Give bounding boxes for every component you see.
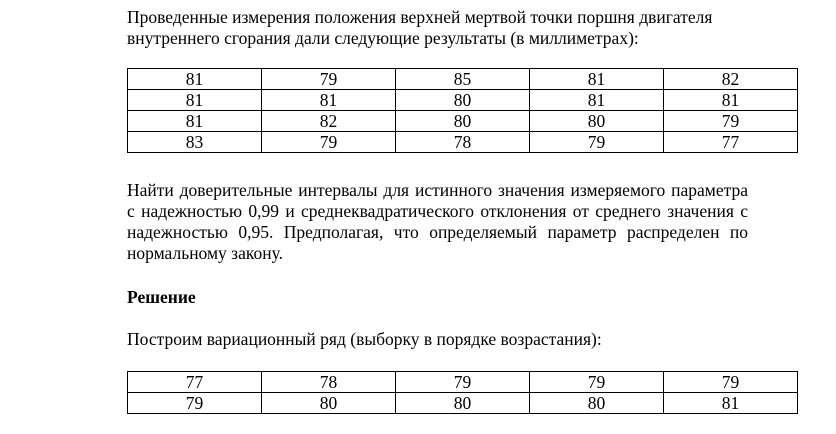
table-cell: 80 [529, 110, 664, 132]
table-cell: 80 [395, 89, 530, 111]
table-cell: 80 [395, 110, 530, 132]
table-cell: 81 [529, 68, 664, 90]
table-cell: 80 [529, 392, 664, 414]
table-cell: 83 [127, 131, 262, 153]
problem-task: Найти доверительные интервалы для истинн… [127, 180, 748, 263]
table-cell: 79 [127, 392, 262, 414]
table-cell: 79 [663, 371, 798, 393]
table-cell: 79 [529, 131, 664, 153]
solution-heading: Решение [127, 287, 196, 307]
measurements-row: 81 82 80 80 79 [127, 110, 798, 132]
table-cell: 85 [395, 68, 530, 90]
table-cell: 81 [127, 89, 262, 111]
table-cell: 82 [261, 110, 396, 132]
table-cell: 79 [395, 371, 530, 393]
solution-step-text: Построим вариационный ряд (выборку в пор… [127, 329, 602, 349]
variation-series-row: 79 80 80 80 81 [127, 392, 798, 414]
table-cell: 81 [127, 68, 262, 90]
table-cell: 82 [663, 68, 798, 90]
table-cell: 80 [395, 392, 530, 414]
table-cell: 79 [663, 110, 798, 132]
problem-intro: Проведенные измерения положения верхней … [127, 7, 713, 48]
table-cell: 81 [529, 89, 664, 111]
table-cell: 77 [127, 371, 262, 393]
variation-series-table-body: 77 78 79 79 79 79 80 80 80 81 [127, 371, 798, 414]
measurements-row: 83 79 78 79 77 [127, 131, 798, 153]
table-cell: 78 [395, 131, 530, 153]
table-cell: 78 [261, 371, 396, 393]
measurements-row: 81 81 80 81 81 [127, 89, 798, 111]
variation-series-row: 77 78 79 79 79 [127, 371, 798, 393]
table-cell: 79 [529, 371, 664, 393]
table-cell: 77 [663, 131, 798, 153]
variation-series-table: 77 78 79 79 79 79 80 80 80 81 [127, 371, 798, 414]
table-cell: 81 [663, 392, 798, 414]
table-cell: 79 [261, 131, 396, 153]
table-cell: 80 [261, 392, 396, 414]
measurements-table-body: 81 79 85 81 82 81 81 80 81 81 81 82 80 80 79 83 79 78 79 77 [127, 68, 798, 153]
table-cell: 81 [663, 89, 798, 111]
measurements-row: 81 79 85 81 82 [127, 68, 798, 90]
table-cell: 81 [261, 89, 396, 111]
table-cell: 81 [127, 110, 262, 132]
table-cell: 79 [261, 68, 396, 90]
measurements-table: 81 79 85 81 82 81 81 80 81 81 81 82 80 80 79 83 79 78 79 77 [127, 68, 798, 153]
